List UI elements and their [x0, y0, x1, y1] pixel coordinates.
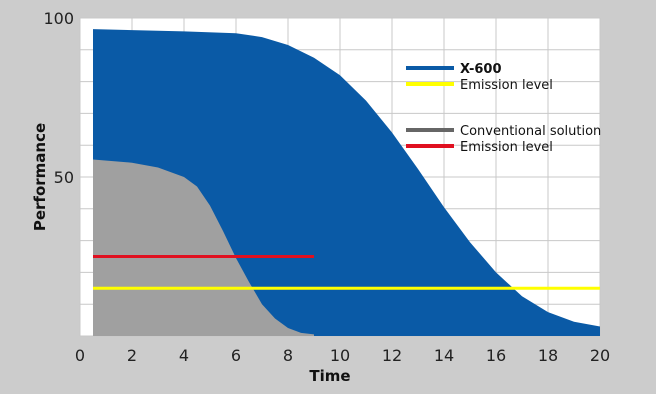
legend-label: Conventional solution: [460, 124, 601, 139]
x-tick-label: 8: [283, 346, 293, 365]
x-tick-label: 2: [127, 346, 137, 365]
y-tick-label: 100: [43, 9, 74, 28]
x-tick-label: 4: [179, 346, 189, 365]
x-tick-label: 6: [231, 346, 241, 365]
x-tick-label: 14: [434, 346, 454, 365]
x-tick-label: 16: [486, 346, 506, 365]
area-series: [93, 29, 600, 336]
line-series: [93, 255, 600, 290]
x-axis-title: Time: [309, 367, 350, 385]
legend-label: Emission level: [460, 140, 553, 155]
x-tick-label: 12: [382, 346, 402, 365]
y-tick-labels: 50 100: [43, 9, 74, 187]
legend-label: Emission level: [460, 78, 553, 93]
x-tick-labels: 0 2 4 6 8 10 12 14 16 18 20: [75, 346, 610, 365]
area-series-2: [93, 159, 314, 336]
x-tick-label: 18: [538, 346, 558, 365]
legend-label: X-600: [460, 62, 502, 77]
x-tick-label: 20: [590, 346, 610, 365]
y-axis-title: Performance: [31, 123, 49, 231]
x-tick-label: 10: [330, 346, 350, 365]
y-tick-label: 50: [54, 168, 74, 187]
x-tick-label: 0: [75, 346, 85, 365]
